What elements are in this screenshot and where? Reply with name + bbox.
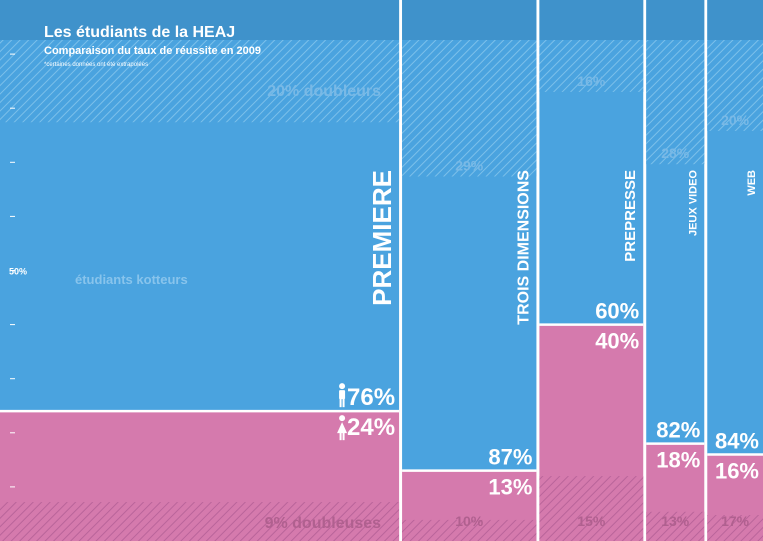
y-axis-label: 50%	[9, 267, 27, 277]
y-axis: 50%	[9, 53, 27, 488]
male-value-label: 82%	[656, 418, 700, 443]
bar-female-repeaters	[402, 519, 537, 541]
column-premiere	[0, 0, 400, 541]
cobblers-label: étudiants kotteurs	[75, 272, 188, 287]
bar-male-repeaters	[707, 40, 763, 131]
male-figure-icon	[339, 383, 346, 408]
female-value-label: 40%	[595, 329, 639, 354]
bar-male-top	[646, 0, 705, 40]
chart-title: Les étudiants de la HEAJ	[44, 24, 235, 41]
male-value-label: 87%	[488, 445, 532, 470]
category-label: WEB	[746, 170, 758, 196]
category-label: TROIS DIMENSIONS	[515, 170, 532, 325]
bar-male-top	[707, 0, 763, 40]
bar-male-top	[402, 0, 537, 40]
female-figure-icon	[337, 415, 348, 441]
bar-male-top	[539, 0, 644, 40]
bar-male-repeaters	[402, 40, 537, 177]
repeaters-female-label: 9% doubleuses	[265, 515, 382, 532]
repeaters-male-label: 29%	[455, 157, 484, 173]
bar-female-repeaters	[646, 511, 705, 541]
male-value-label: 84%	[715, 428, 759, 453]
female-value-label: 24%	[347, 414, 395, 441]
chart-labels: PREMIERE 76% 24% 20% doubleurs 9% doubleuses…	[75, 73, 759, 532]
repeaters-female-label: 13%	[661, 513, 690, 529]
bar-male-repeaters	[646, 40, 705, 165]
bar-female-repeaters	[0, 502, 400, 541]
column-web	[707, 0, 763, 541]
male-value-label: 60%	[595, 299, 639, 324]
repeaters-male-label: 16%	[577, 73, 606, 89]
bar-female-repeaters	[707, 515, 763, 541]
category-label: PREMIERE	[367, 170, 397, 306]
column-jeux-video	[646, 0, 705, 541]
female-value-label: 13%	[488, 475, 532, 500]
column-trois-dimensions	[402, 0, 537, 541]
repeaters-female-label: 10%	[455, 513, 484, 529]
male-value-label: 76%	[347, 384, 395, 411]
bar-male-repeaters	[539, 40, 644, 92]
repeaters-male-label: 20%	[721, 112, 750, 128]
chart-note: *certaines données ont été extrapolées	[44, 62, 148, 68]
chart-header: Les étudiants de la HEAJ Comparaison du …	[44, 24, 261, 68]
repeaters-female-label: 15%	[577, 513, 606, 529]
bar-male-top	[0, 0, 400, 40]
female-value-label: 16%	[715, 458, 759, 483]
category-label: PREPRESSE	[622, 170, 639, 262]
bar-male-repeaters	[0, 40, 400, 123]
column-prepresse	[539, 0, 644, 541]
female-value-label: 18%	[656, 448, 700, 473]
repeaters-female-label: 17%	[721, 513, 750, 529]
category-label: JEUX VIDEO	[687, 170, 699, 236]
repeaters-male-label: 20% doubleurs	[267, 83, 381, 100]
bar-female-repeaters	[539, 476, 644, 541]
repeaters-male-label: 28%	[661, 145, 690, 161]
chart-subtitle: Comparaison du taux de réussite en 2009	[44, 45, 261, 57]
